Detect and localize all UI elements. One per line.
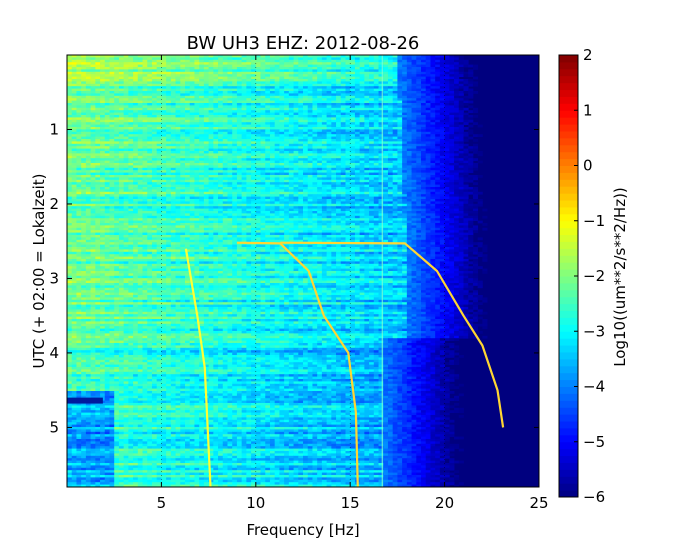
colorbar-label: Log10((um**2/s**2/Hz)) [611, 187, 629, 367]
y-tick-label: 1 [49, 120, 59, 138]
colorbar-tick-label: 0 [583, 157, 593, 175]
x-axis: 5 10 15 20 25 [157, 55, 549, 512]
colorbar-tick-label: 2 [583, 46, 593, 64]
y-tick-label: 3 [49, 269, 59, 287]
y-axis-label: UTC (+ 02:00 = Lokalzeit) [30, 173, 48, 368]
dispersive-track-3 [280, 241, 505, 428]
colorbar-tick-label: −4 [583, 378, 605, 396]
x-tick-label: 20 [435, 494, 454, 512]
heatmap-cells [67, 55, 488, 487]
dispersive-track-1 [184, 248, 212, 487]
x-tick-label: 25 [529, 494, 548, 512]
y-tick-label: 5 [49, 418, 59, 436]
colorbar-tick-label: 1 [583, 101, 593, 119]
x-tick-label: 15 [341, 494, 360, 512]
y-tick-label: 4 [49, 344, 59, 362]
x-axis-label: Frequency [Hz] [246, 521, 359, 539]
colorbar: 2 1 0 −1 −2 −3 −4 −5 −6 [558, 46, 605, 506]
grid-lines [161, 55, 445, 487]
dispersive-tracks [184, 241, 505, 487]
x-tick-label: 5 [157, 494, 167, 512]
colorbar-tick-label: −1 [583, 212, 605, 230]
y-tick-label: 2 [49, 195, 59, 213]
y-axis: 1 2 3 4 5 [49, 120, 539, 436]
x-tick-label: 10 [246, 494, 265, 512]
chart-title: BW UH3 EHZ: 2012-08-26 [187, 33, 420, 54]
colorbar-tick-label: −3 [583, 322, 605, 340]
plot-frame [66, 54, 540, 488]
colorbar-tick-label: −5 [583, 433, 605, 451]
colorbar-tick-label: −2 [583, 267, 605, 285]
colorbar-tick-label: −6 [583, 488, 605, 506]
